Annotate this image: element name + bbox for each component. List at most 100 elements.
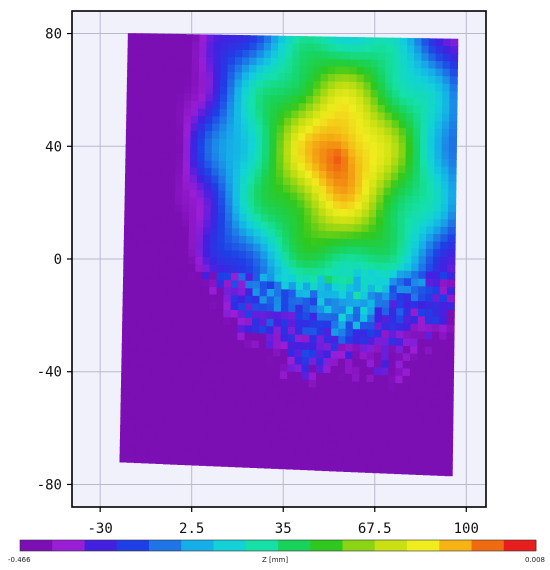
surface-cell — [172, 337, 181, 347]
surface-cell — [266, 296, 275, 305]
surface-cell — [198, 78, 207, 88]
surface-cell — [207, 361, 216, 370]
surface-cell — [234, 79, 243, 88]
surface-cell — [211, 183, 220, 192]
surface-cell — [342, 36, 351, 46]
surface-cell — [284, 88, 293, 97]
colorbar-swatch — [213, 540, 247, 551]
surface-cell — [216, 302, 225, 311]
surface-cell — [377, 82, 386, 91]
surface-cell — [356, 74, 365, 83]
surface-cell — [226, 146, 235, 155]
surface-cell — [340, 164, 349, 173]
surface-cell — [435, 98, 444, 107]
surface-cell — [234, 64, 243, 74]
surface-cell — [130, 262, 139, 271]
surface-cell — [302, 312, 311, 321]
surface-cell — [235, 49, 244, 59]
surface-cell — [157, 352, 166, 361]
surface-cell — [170, 456, 179, 465]
surface-cell — [214, 428, 223, 437]
surface-cell — [250, 407, 259, 416]
surface-cell — [165, 345, 174, 354]
surface-cell — [303, 260, 312, 269]
surface-cell — [135, 403, 144, 412]
surface-cell — [360, 314, 369, 323]
surface-cell — [427, 158, 436, 167]
surface-cell — [306, 88, 315, 97]
surface-cell — [335, 74, 344, 83]
surface-cell — [372, 449, 381, 459]
surface-cell — [384, 97, 393, 106]
surface-cell — [398, 180, 407, 189]
surface-cell — [289, 207, 298, 216]
surface-cell — [142, 388, 151, 397]
surface-cell — [304, 163, 313, 172]
surface-cell — [256, 80, 265, 89]
surface-cell — [207, 413, 216, 422]
surface-cell — [123, 254, 132, 264]
surface-cell — [163, 433, 172, 443]
surface-cell — [270, 72, 279, 82]
surface-cell — [440, 219, 449, 228]
surface-cell — [360, 269, 369, 278]
surface-cell — [159, 278, 168, 287]
surface-cell — [162, 456, 171, 465]
surface-cell — [376, 195, 385, 204]
surface-cell — [315, 387, 324, 396]
surface-cell — [338, 321, 347, 330]
surface-cell — [332, 253, 341, 262]
surface-cell — [206, 49, 215, 58]
surface-cell — [353, 306, 362, 315]
surface-cell — [121, 350, 130, 360]
surface-cell — [235, 451, 244, 460]
surface-cell — [346, 261, 355, 270]
surface-cell — [282, 237, 291, 246]
surface-cell — [411, 263, 420, 272]
surface-cell — [264, 460, 273, 469]
surface-cell — [392, 82, 401, 92]
surface-cell — [434, 173, 443, 183]
surface-cell — [150, 344, 159, 353]
surface-cell — [228, 436, 237, 445]
surface-cell — [127, 62, 136, 71]
surface-cell — [260, 229, 269, 238]
surface-cell — [381, 322, 390, 331]
surface-cell — [172, 330, 181, 339]
surface-cell — [141, 447, 150, 456]
surface-cell — [122, 291, 131, 300]
surface-cell — [267, 251, 276, 260]
surface-cell — [219, 109, 228, 118]
surface-cell — [292, 50, 301, 60]
surface-cell — [137, 292, 146, 301]
surface-cell — [260, 251, 269, 260]
surface-cell — [127, 439, 136, 448]
surface-cell — [347, 216, 356, 225]
surface-cell — [424, 376, 433, 386]
surface-cell — [126, 84, 135, 94]
surface-cell — [331, 291, 340, 300]
surface-cell — [447, 264, 456, 273]
surface-cell — [141, 440, 150, 449]
y-tick-label: 0 — [54, 252, 62, 268]
surface-cell — [192, 49, 201, 58]
surface-cell — [310, 282, 319, 292]
surface-cell — [391, 112, 400, 122]
surface-cell — [297, 200, 306, 209]
surface-cell — [295, 312, 304, 321]
surface-cell — [190, 108, 199, 117]
surface-cell — [283, 162, 292, 171]
surface-cell — [170, 441, 179, 450]
surface-cell — [129, 291, 138, 301]
surface-cell — [431, 399, 440, 408]
surface-cell — [131, 232, 140, 242]
surface-cell — [197, 145, 206, 154]
surface-cell — [136, 351, 145, 360]
surface-cell — [201, 316, 210, 325]
surface-cell — [408, 466, 417, 475]
surface-cell — [211, 146, 220, 155]
surface-cell — [387, 443, 396, 452]
surface-cell — [310, 275, 319, 284]
surface-cell — [388, 330, 397, 339]
surface-cell — [172, 308, 181, 317]
